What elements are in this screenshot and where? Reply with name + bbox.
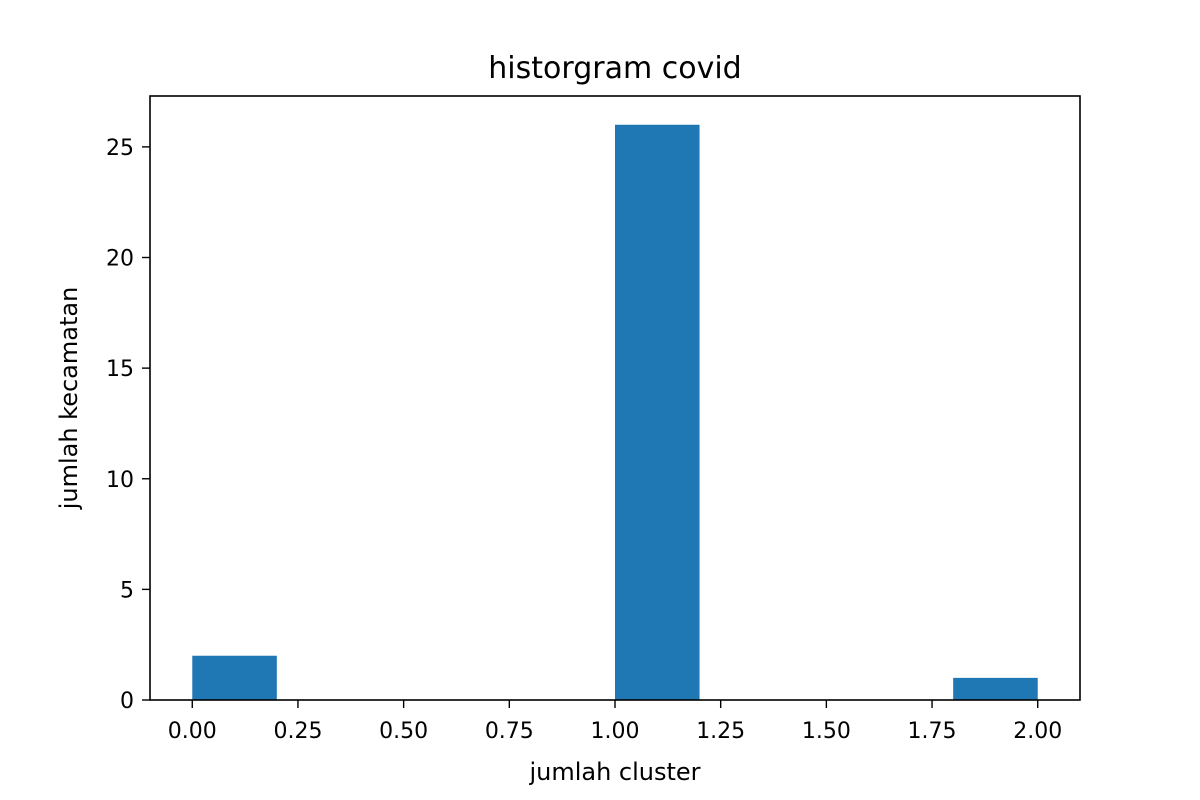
histogram-bar-9: [953, 677, 1038, 700]
x-tick-label: 0.50: [379, 719, 428, 744]
y-axis-ticks: 0 5 10 15 20 25: [106, 136, 150, 714]
y-tick-label: 10: [106, 468, 134, 493]
bars-group: [192, 124, 1038, 700]
chart-title: historgram covid: [488, 51, 741, 86]
y-tick-label: 15: [106, 357, 134, 382]
x-tick-label: 2.00: [1013, 719, 1062, 744]
x-tick-label: 0.75: [485, 719, 534, 744]
y-tick-label: 0: [120, 689, 134, 714]
x-tick-label: 1.00: [591, 719, 640, 744]
x-tick-label: 1.25: [696, 719, 745, 744]
x-tick-label: 0.25: [273, 719, 322, 744]
histogram-bar-0: [192, 655, 277, 700]
x-tick-label: 0.00: [168, 719, 217, 744]
histogram-bar-5: [615, 124, 700, 700]
x-tick-label: 1.50: [802, 719, 851, 744]
x-axis-ticks: 0.00 0.25 0.50 0.75 1.00 1.25 1.50 1.75 2.00: [168, 700, 1062, 744]
x-axis-label: jumlah cluster: [528, 758, 700, 786]
y-axis-label: jumlah kecamatan: [55, 287, 83, 511]
y-tick-label: 25: [106, 136, 134, 161]
x-tick-label: 1.75: [908, 719, 957, 744]
plot-frame: [149, 95, 1081, 701]
y-tick-label: 20: [106, 247, 134, 272]
y-tick-label: 5: [120, 578, 134, 603]
